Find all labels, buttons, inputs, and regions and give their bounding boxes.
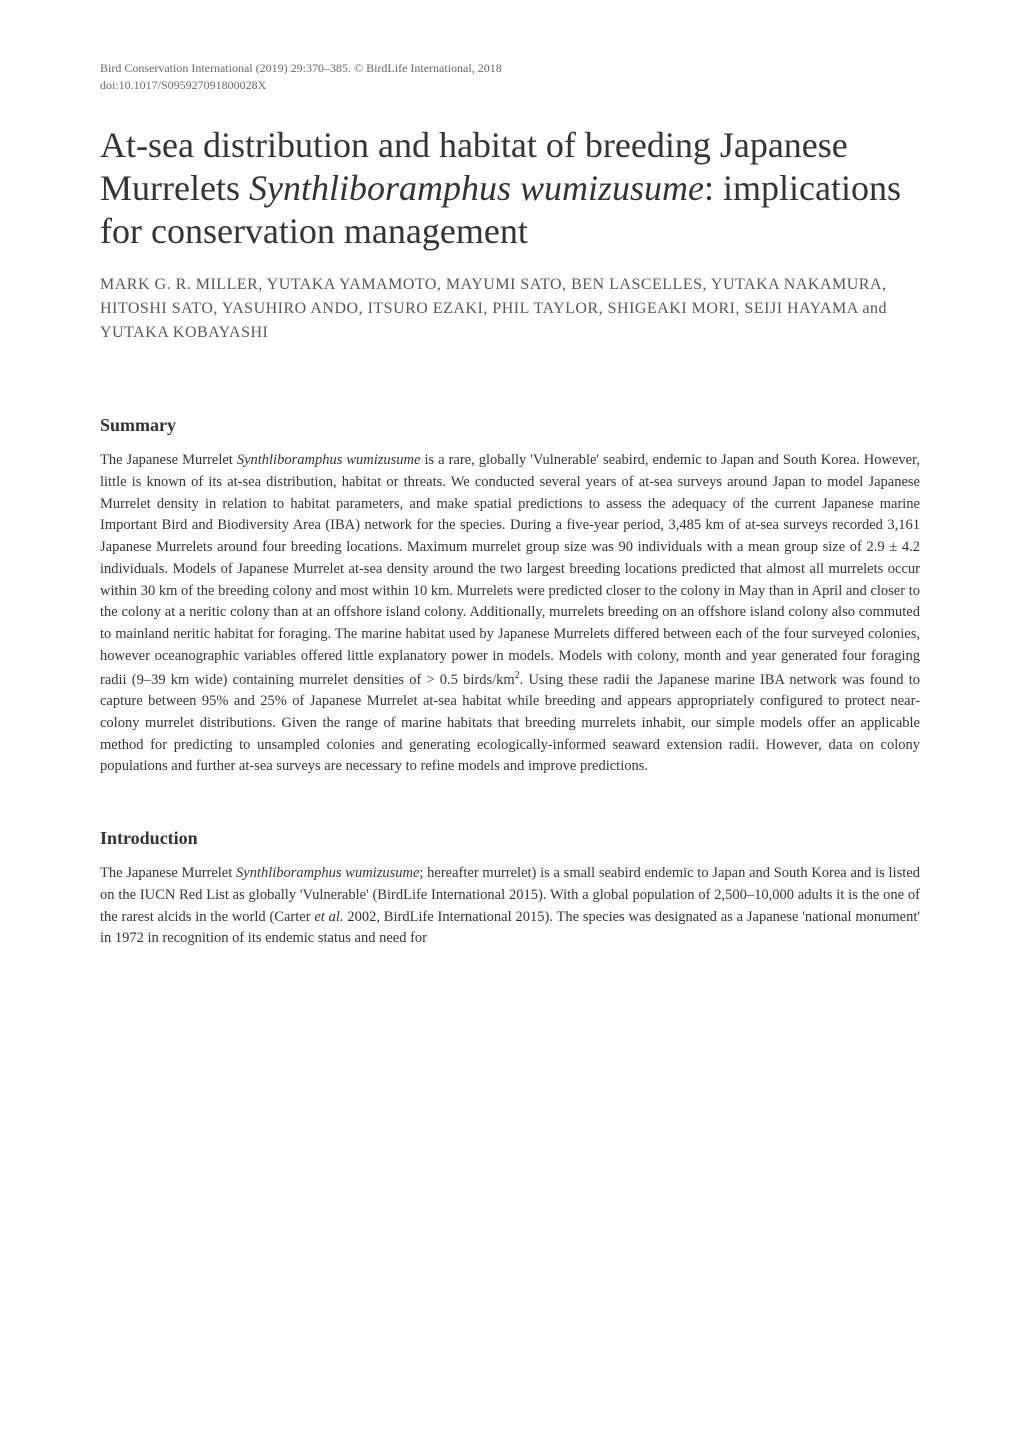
title-species: Synthliboramphus wumizusume — [249, 168, 704, 208]
introduction-paragraph: The Japanese Murrelet Synthliboramphus w… — [100, 863, 920, 950]
summary-paragraph: The Japanese Murrelet Synthliboramphus w… — [100, 450, 920, 778]
intro-pre-species: The Japanese Murrelet — [100, 865, 236, 881]
summary-heading: Summary — [100, 415, 920, 436]
summary-pre-species: The Japanese Murrelet — [100, 452, 237, 468]
journal-header: Bird Conservation International (2019) 2… — [100, 60, 920, 94]
journal-citation: Bird Conservation International (2019) 2… — [100, 60, 920, 77]
summary-post-species: is a rare, globally 'Vulnerable' seabird… — [100, 452, 920, 687]
summary-species: Synthliboramphus wumizusume — [237, 452, 421, 468]
article-title: At-sea distribution and habitat of breed… — [100, 124, 920, 254]
introduction-heading: Introduction — [100, 828, 920, 849]
authors-list: MARK G. R. MILLER, YUTAKA YAMAMOTO, MAYU… — [100, 273, 920, 345]
intro-etal: et al. — [314, 909, 343, 925]
journal-doi: doi:10.1017/S095927091800028X — [100, 77, 920, 94]
intro-species: Synthliboramphus wumizusume — [236, 865, 419, 881]
